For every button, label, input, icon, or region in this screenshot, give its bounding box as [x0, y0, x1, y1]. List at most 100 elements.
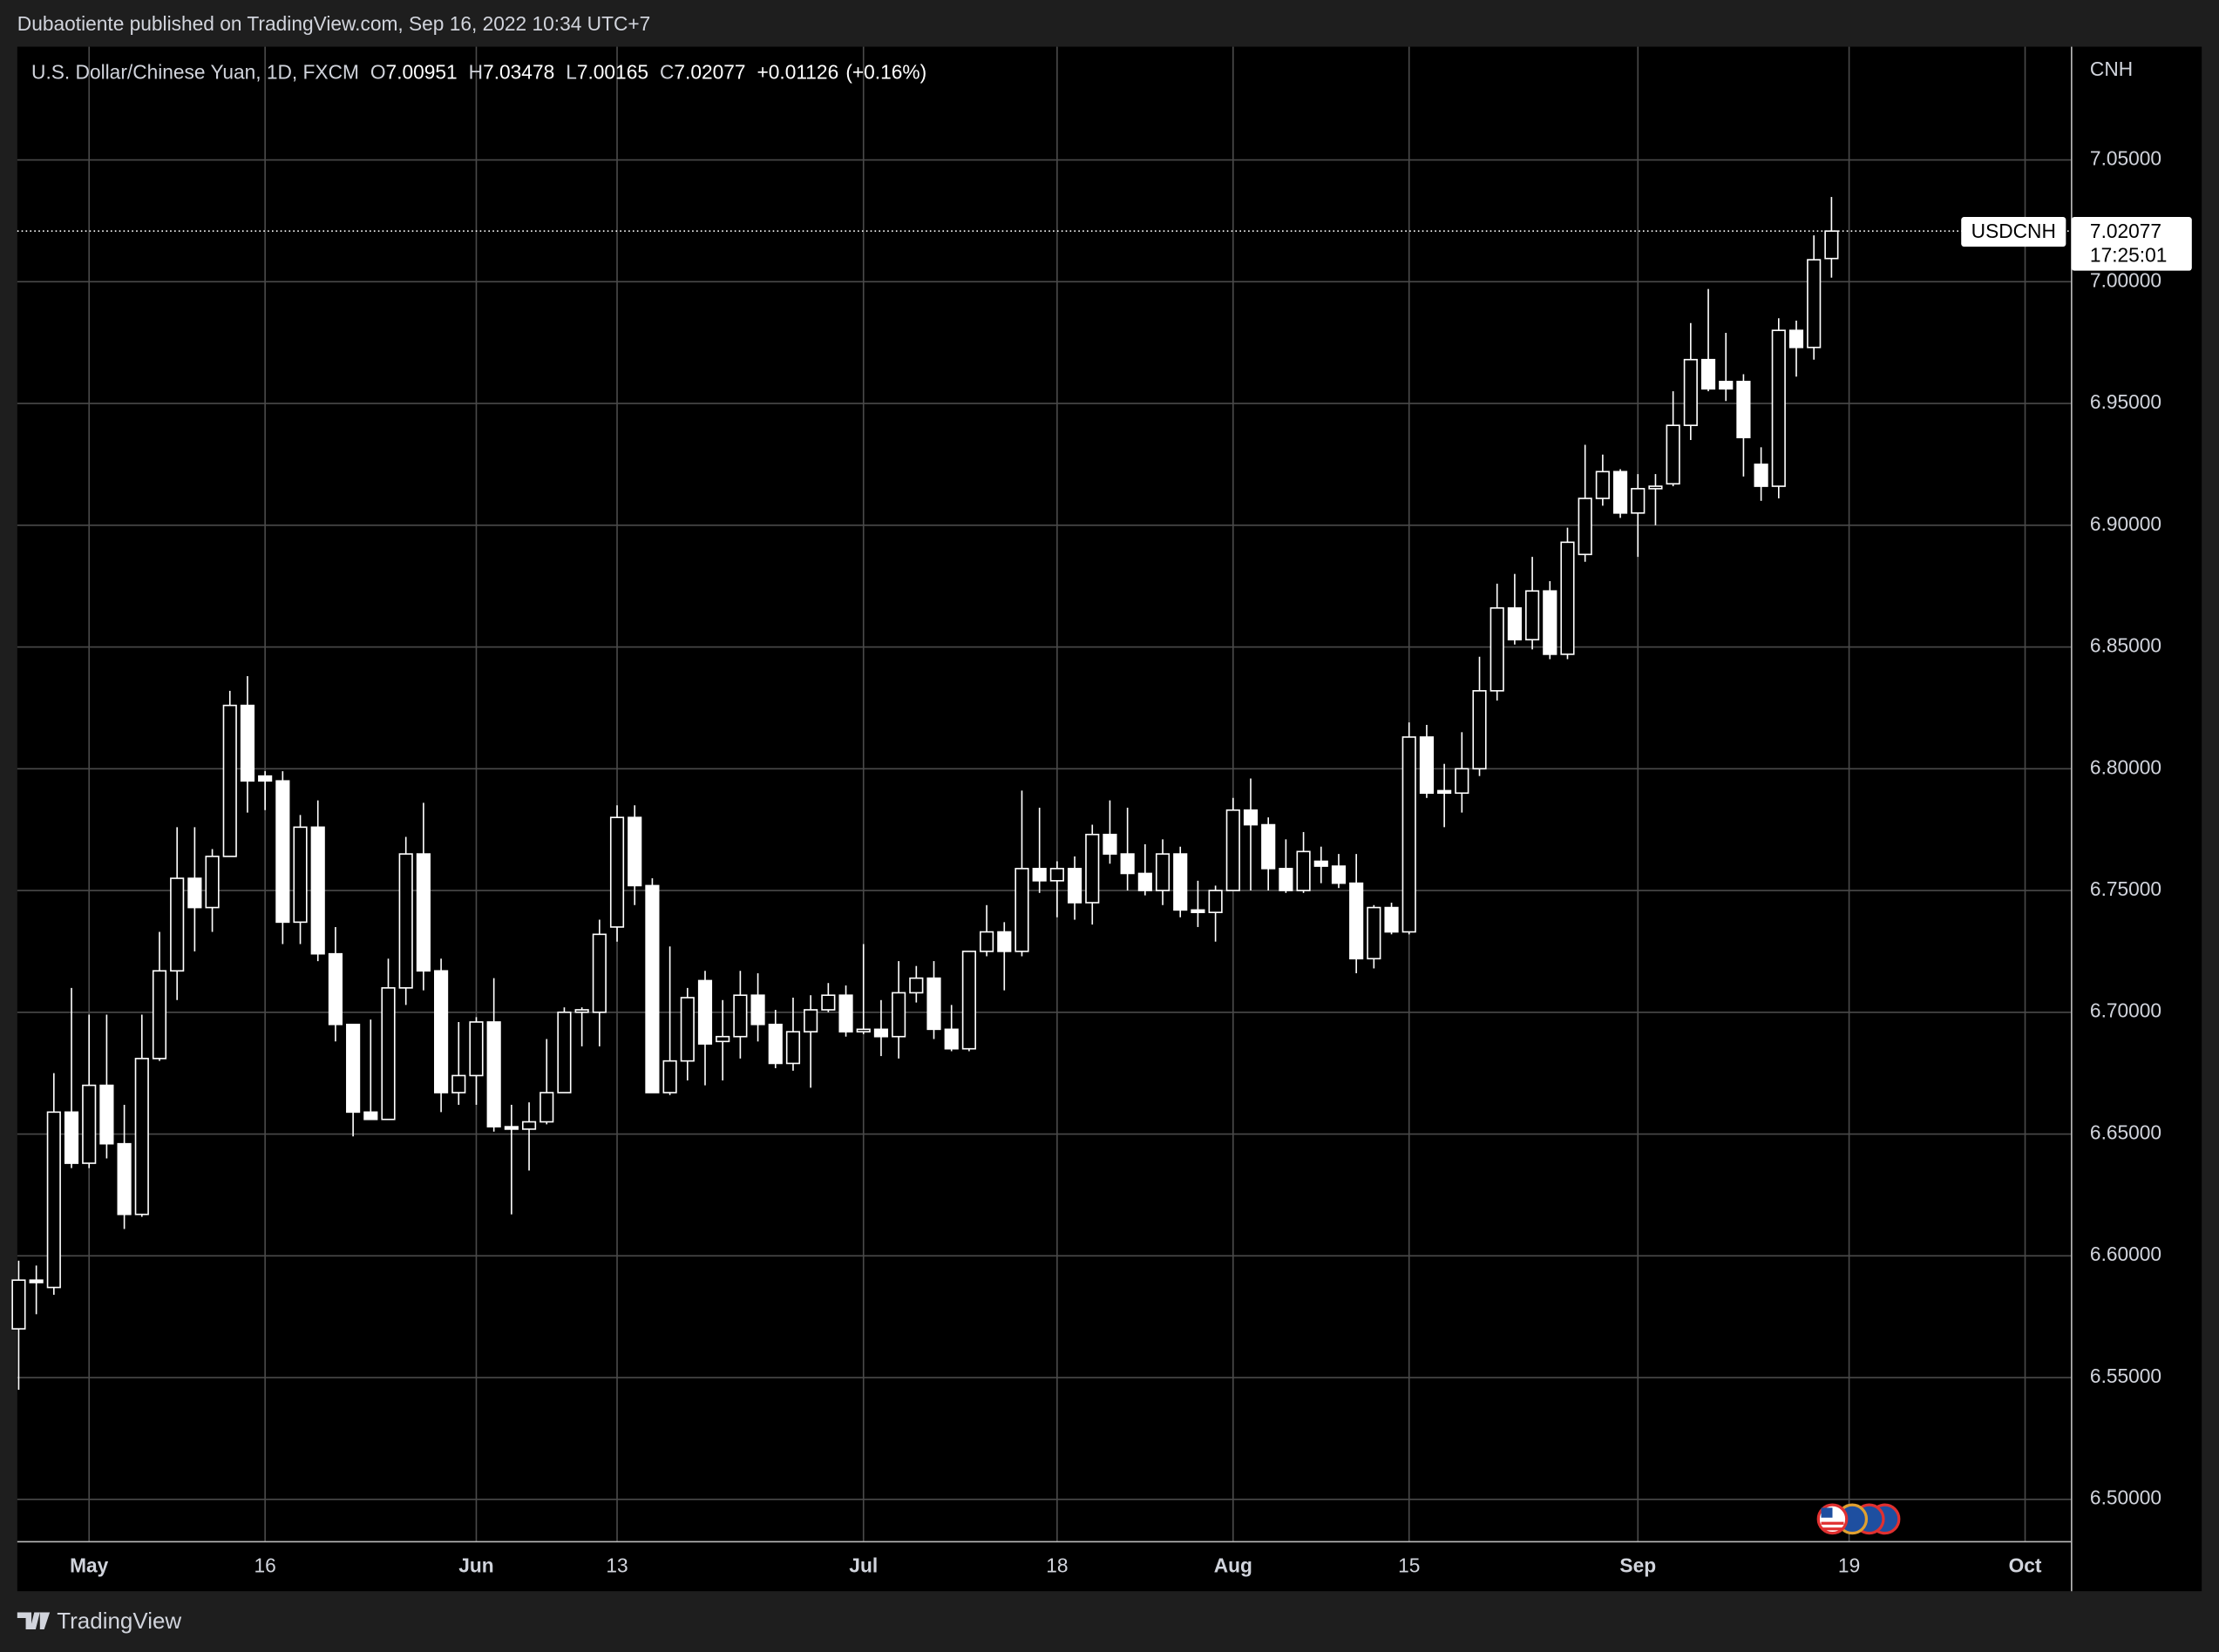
y-tick-label: 7.05000: [2090, 147, 2161, 170]
candle-body: [1612, 471, 1628, 514]
candle-body: [293, 826, 308, 924]
candle-body: [609, 816, 625, 928]
candle-body: [46, 1111, 61, 1289]
symbol-tag: USDCNH: [1971, 220, 2056, 242]
candle-body: [258, 775, 273, 782]
candle-body: [592, 933, 607, 1013]
x-tick-label: Aug: [1214, 1554, 1252, 1577]
candle-body: [997, 931, 1012, 952]
y-tick-label: 6.60000: [2090, 1242, 2161, 1265]
candle-body: [275, 780, 290, 924]
candle-body: [1067, 868, 1082, 904]
candle-body: [1736, 381, 1751, 438]
candle-body: [856, 1028, 871, 1032]
candle-body: [1208, 890, 1223, 913]
candle-body: [152, 970, 167, 1060]
candle-body: [1578, 498, 1592, 556]
x-tick-label: 15: [1398, 1554, 1420, 1577]
candle-body: [838, 994, 853, 1032]
candle-body: [628, 816, 642, 887]
candle-body: [187, 877, 202, 909]
x-tick-label: 19: [1838, 1554, 1860, 1577]
y-tick-label: 6.75000: [2090, 877, 2161, 900]
candle-body: [1437, 789, 1452, 795]
legend-low: 7.00165: [577, 60, 648, 83]
legend-change-pct: (+0.16%): [845, 60, 926, 83]
y-tick-label: 6.85000: [2090, 634, 2161, 657]
legend-open: 7.00951: [386, 60, 458, 83]
candle-body: [750, 994, 765, 1026]
candle-body: [310, 826, 325, 955]
candle-body: [768, 1023, 783, 1065]
candle-body: [944, 1028, 959, 1050]
x-tick-label: 13: [606, 1554, 628, 1577]
candle-body: [222, 704, 237, 857]
x-tick-label: Jun: [458, 1554, 493, 1577]
y-tick-label: 7.00000: [2090, 268, 2161, 291]
candle-body: [1367, 906, 1381, 960]
candle-body: [1455, 768, 1469, 795]
candle-body: [1631, 488, 1646, 514]
candle-body: [662, 1060, 677, 1093]
x-tick-label: 18: [1046, 1554, 1068, 1577]
candle-body: [1349, 882, 1364, 960]
candle-body: [416, 853, 431, 972]
candle-body: [1807, 259, 1822, 349]
candle-body: [1507, 606, 1522, 640]
candle-body: [1191, 909, 1205, 913]
candle-body: [1137, 872, 1152, 891]
candle-body: [170, 877, 185, 972]
candle-body: [381, 987, 396, 1121]
candle-body: [1419, 736, 1435, 795]
candle-body: [909, 977, 924, 994]
brand: TradingView: [17, 1608, 181, 1634]
candle-body: [1525, 590, 1540, 640]
candle-body: [1595, 471, 1610, 499]
currency-label: CNH: [2090, 58, 2133, 80]
y-tick-label: 6.95000: [2090, 390, 2161, 413]
legend-low-label: L: [566, 60, 577, 83]
countdown: 17:25:01: [2090, 243, 2167, 266]
legend-close-label: C: [660, 60, 674, 83]
candle-body: [873, 1028, 889, 1038]
candle-body: [980, 931, 994, 952]
candle-body: [1648, 485, 1663, 490]
candle-body: [785, 1031, 801, 1065]
attribution: Dubaotiente published on TradingView.com…: [17, 12, 650, 35]
candle-body: [398, 853, 413, 989]
candle-body: [1049, 868, 1064, 882]
candle-body: [1331, 865, 1347, 884]
last-price: 7.02077: [2090, 220, 2161, 242]
candle-body: [733, 994, 748, 1038]
y-tick-label: 6.50000: [2090, 1486, 2161, 1509]
legend-high-label: H: [469, 60, 483, 83]
candle-body: [82, 1084, 97, 1164]
legend-symbol: U.S. Dollar/Chinese Yuan, 1D, FXCM: [31, 60, 359, 83]
legend-change: +0.01126: [757, 60, 839, 83]
brand-name: TradingView: [57, 1608, 181, 1634]
candle-body: [504, 1126, 519, 1130]
x-tick-label: 16: [254, 1554, 276, 1577]
candle-body: [64, 1111, 79, 1164]
candle-body: [1700, 358, 1716, 390]
candle-body: [1014, 868, 1029, 952]
candle-body: [486, 1021, 501, 1127]
candle-body: [1824, 230, 1839, 260]
candle-body: [1243, 809, 1259, 826]
symbol-tag-box: [1961, 216, 2066, 247]
candle-body: [328, 952, 343, 1026]
candle-body: [363, 1111, 378, 1121]
legend-close: 7.02077: [674, 60, 745, 83]
candle-body: [716, 1035, 730, 1043]
candle-body: [451, 1074, 466, 1093]
x-tick-label: Oct: [2009, 1554, 2042, 1577]
candle-body: [11, 1279, 26, 1330]
candle-body: [821, 994, 836, 1011]
candle-body: [1032, 868, 1047, 882]
x-tick-label: Jul: [849, 1554, 878, 1577]
legend-open-label: O: [370, 60, 386, 83]
candle-body: [1401, 736, 1416, 933]
candles: [11, 197, 1839, 1390]
candle-body: [1543, 590, 1557, 655]
